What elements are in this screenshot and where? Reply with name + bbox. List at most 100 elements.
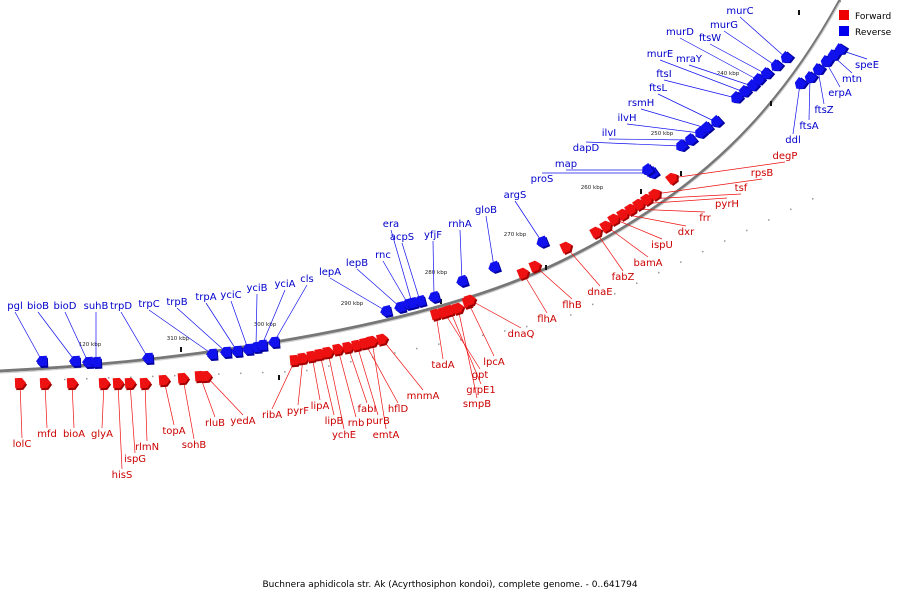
gene-label-ispg: ispG [124, 454, 146, 465]
gene-degp [664, 172, 679, 186]
gene-flha [516, 267, 531, 281]
gene-fabz [589, 226, 604, 241]
gene-flhb [528, 260, 543, 274]
gene-label-cls: cls [300, 274, 314, 285]
gene-dnaq [463, 294, 478, 308]
leader-pgl [14, 311, 43, 362]
gene-glob [488, 260, 503, 274]
leader-lpca [467, 301, 495, 357]
ruler-dot [284, 371, 286, 373]
gene-label-hfld: hflD [388, 404, 409, 415]
gene-bioa [66, 377, 80, 391]
gene-label-ftsl: ftsL [649, 83, 667, 94]
gene-spee [834, 43, 850, 56]
gene-label-ftsa: ftsA [799, 121, 818, 132]
gene-label-gpt: gpt [472, 370, 489, 381]
tick-label-300-kbp: 300 kbp [254, 322, 277, 328]
leader-rsmh [640, 108, 707, 129]
leader-murd [679, 37, 759, 81]
gene-label-mfd: mfd [37, 429, 57, 440]
gene-label-tsf: tsf [735, 183, 748, 194]
gene-trpd [142, 352, 155, 366]
leader-ddl [792, 83, 801, 135]
gene-murg [770, 58, 786, 72]
gene-cls [268, 336, 281, 350]
leader-trpb [176, 307, 227, 353]
gene-hiss [112, 377, 126, 391]
gene-ispu [607, 213, 622, 228]
ruler-dot [460, 339, 462, 341]
legend-label-reverse: Reverse [855, 28, 892, 38]
leader-ilvi [608, 138, 691, 141]
gene-label-ddl: ddl [785, 135, 800, 146]
leader-lepb [356, 268, 401, 308]
ruler-dot [790, 208, 792, 211]
leader-ispu [613, 218, 663, 240]
gene-label-bama: bamA [633, 258, 662, 269]
gene-label-mnma: mnmA [407, 391, 440, 402]
leader-yfjf [432, 240, 435, 298]
ruler-dot [130, 376, 132, 378]
gene-emta [366, 335, 380, 349]
leader-pyrh [638, 197, 728, 205]
genes-layer [14, 43, 850, 391]
gene-label-emta: emtA [373, 430, 400, 441]
leader-ftsi [663, 79, 737, 99]
gene-rnha [456, 274, 470, 288]
ruler-dot [636, 282, 638, 285]
gene-trpc [206, 348, 219, 362]
gene-label-erpa: erpA [828, 88, 852, 99]
gene-label-flhb: flhB [562, 300, 582, 311]
gene-mfd [39, 377, 53, 391]
gene-mtn [827, 49, 843, 62]
ruler-dot [350, 361, 352, 363]
leader-biod [64, 311, 89, 363]
leader-lipa [311, 355, 321, 401]
gene-label-tada: tadA [431, 360, 454, 371]
leader-lepa [329, 277, 387, 312]
gene-label-rsmh: rsmH [628, 98, 655, 109]
ruler-dot [328, 365, 330, 367]
gene-murc [780, 50, 796, 64]
gene-label-fabi: fabI [358, 404, 377, 415]
ruler-dot [438, 343, 440, 345]
tick-label-260-kbp: 260 kbp [581, 185, 604, 191]
gene-frr [624, 203, 638, 218]
gene-label-dnae: dnaE [587, 287, 612, 298]
gene-label-degp: degP [773, 151, 798, 162]
leader-grpe1 [449, 309, 482, 385]
leader-yeda [205, 375, 244, 416]
leader-ilvh [626, 123, 701, 134]
leader-dapd [585, 141, 682, 147]
genome-backbone-shadow [0, 1, 841, 374]
leader-glya [101, 382, 105, 429]
gene-label-rnb: rnb [348, 418, 365, 429]
gene-label-lpca: lpcA [483, 357, 505, 368]
ruler-dot [262, 371, 264, 374]
gene-label-pgl: pgl [7, 301, 22, 312]
gene-label-ftsw: ftsW [699, 33, 721, 44]
leader-yche [327, 351, 345, 430]
gene-label-fabz: fabZ [612, 272, 635, 283]
gene-bama [599, 220, 614, 235]
legend-swatch-reverse [839, 26, 849, 36]
gene-murd [752, 72, 768, 86]
leader-tsf [646, 193, 742, 200]
ruler-dot [724, 240, 726, 242]
gene-rlmn [139, 377, 153, 391]
gene-rsmh [701, 120, 716, 134]
ruler-dot [64, 378, 66, 381]
tick-label-290-kbp: 290 kbp [341, 301, 364, 307]
leader-biob [37, 311, 76, 362]
leader-ycib [255, 293, 258, 348]
gene-label-ispu: ispU [651, 240, 673, 251]
leader-fabi [347, 346, 368, 404]
gene-label-ycia: yciA [274, 279, 295, 290]
ruler-dot [86, 377, 88, 380]
gene-label-pyrh: pyrH [715, 199, 739, 210]
position-marker [798, 10, 800, 15]
ruler-dot [504, 330, 506, 332]
ruler-dot [702, 250, 704, 253]
gene-tsf [640, 193, 654, 208]
gene-label-trpc: trpC [138, 299, 159, 310]
